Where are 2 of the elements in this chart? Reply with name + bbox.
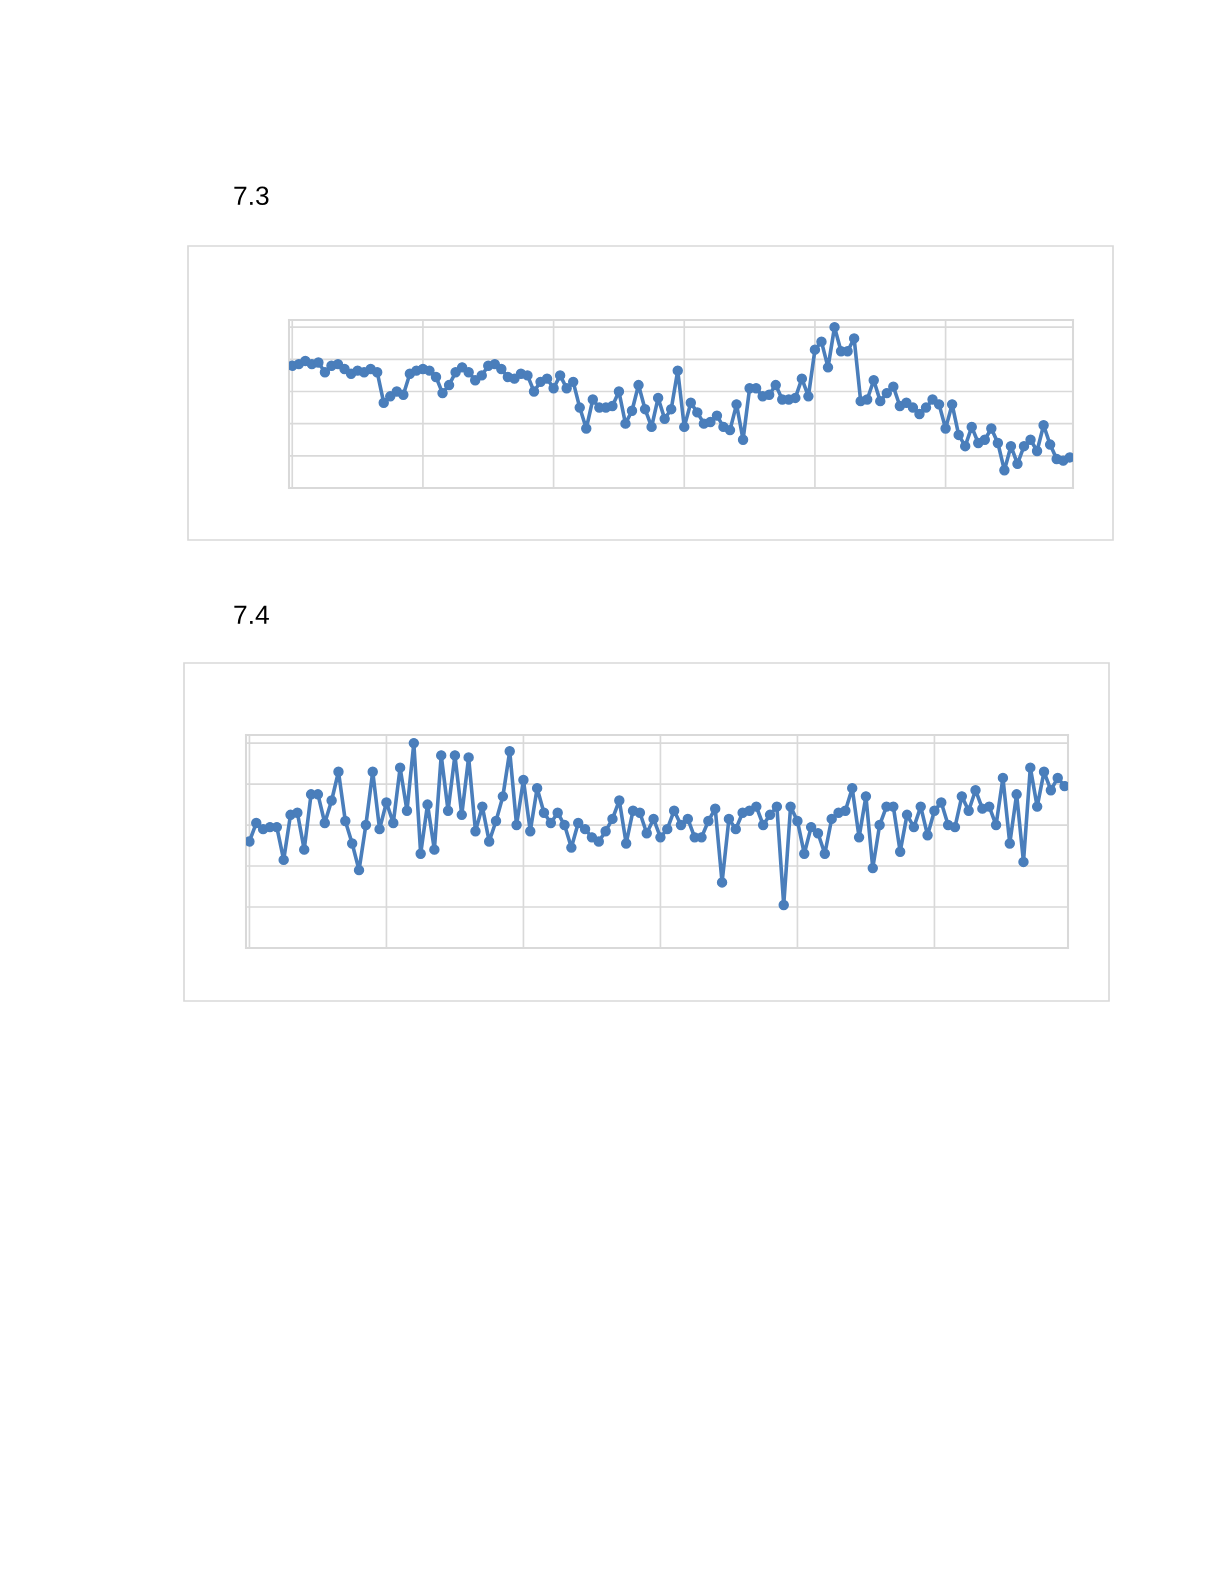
chart-title: 7.4 (234, 605, 269, 624)
chart-title: 7.3 (234, 186, 269, 206)
